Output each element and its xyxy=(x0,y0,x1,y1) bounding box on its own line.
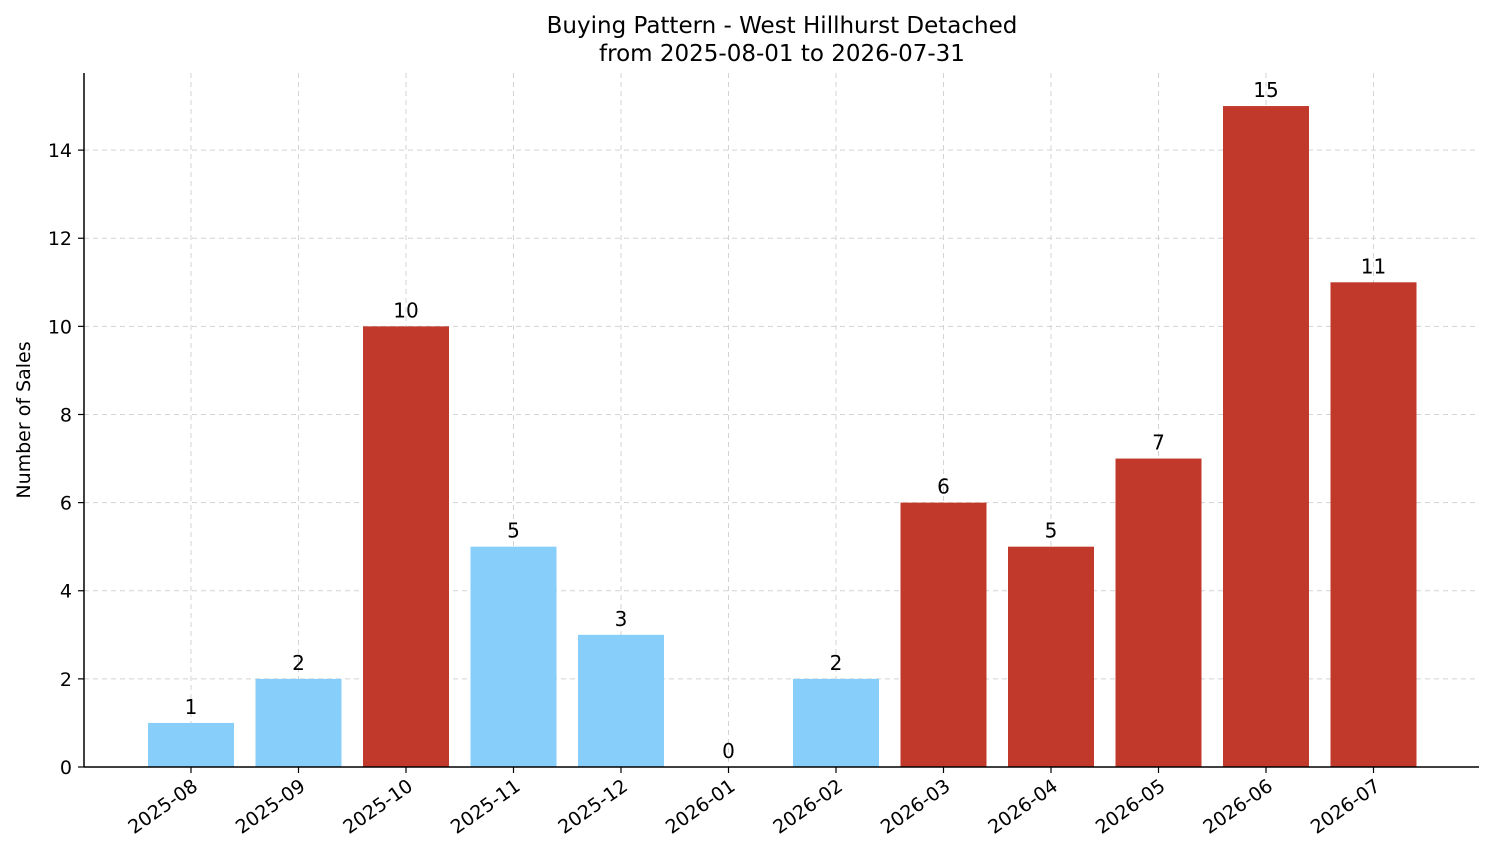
value-label-2026-04: 5 xyxy=(1045,519,1058,543)
y-tick-label-6: 6 xyxy=(60,493,72,515)
y-tick-label-12: 12 xyxy=(48,228,72,250)
x-tick-label-2025-09: 2025-09 xyxy=(232,775,310,839)
x-tick-label-2026-04: 2026-04 xyxy=(984,775,1062,839)
bar-2025-09 xyxy=(255,678,342,767)
x-tick-label-2026-06: 2026-06 xyxy=(1199,775,1277,839)
x-tick-label-2025-08: 2025-08 xyxy=(124,775,202,839)
bar-2026-02 xyxy=(793,678,879,767)
bar-2026-04 xyxy=(1008,546,1094,767)
x-tick-label-2026-07: 2026-07 xyxy=(1307,775,1385,839)
x-tick-label-2025-10: 2025-10 xyxy=(339,775,417,839)
value-label-2026-03: 6 xyxy=(937,475,950,499)
value-label-2026-01: 0 xyxy=(722,739,735,763)
x-ticks: 2025-08 2025-09 2025-10 2025-11 2025-12 2026-… xyxy=(124,767,1384,839)
value-labels: 1 2 10 5 3 0 2 6 5 7 15 11 xyxy=(185,78,1387,763)
value-label-2026-02: 2 xyxy=(830,651,843,675)
y-axis-title: Number of Sales xyxy=(13,341,35,498)
y-tick-label-10: 10 xyxy=(48,316,72,338)
bar-2025-08 xyxy=(148,722,234,767)
value-label-2026-06: 15 xyxy=(1253,78,1278,102)
bars xyxy=(148,106,1417,768)
bar-2026-05 xyxy=(1115,458,1202,767)
bar-2025-12 xyxy=(578,634,664,767)
y-tick-label-14: 14 xyxy=(48,140,72,162)
bar-2025-10 xyxy=(363,326,449,767)
value-label-2025-12: 3 xyxy=(615,607,628,631)
x-tick-label-2026-02: 2026-02 xyxy=(769,775,847,839)
x-tick-label-2025-12: 2025-12 xyxy=(554,775,632,839)
axes xyxy=(83,73,1479,768)
y-ticks: 0 2 4 6 8 10 12 14 xyxy=(48,140,84,779)
value-label-2025-10: 10 xyxy=(393,298,418,322)
chart-title-line1: Buying Pattern - West Hillhurst Detached xyxy=(547,13,1018,39)
y-tick-label-0: 0 xyxy=(60,757,72,779)
value-label-2025-11: 5 xyxy=(507,519,520,543)
value-label-2025-09: 2 xyxy=(292,651,305,675)
x-tick-label-2026-03: 2026-03 xyxy=(877,775,955,839)
y-tick-label-2: 2 xyxy=(60,669,72,691)
chart-title-line2: from 2025-08-01 to 2026-07-31 xyxy=(599,41,965,67)
value-label-2026-05: 7 xyxy=(1152,431,1165,455)
bar-2026-06 xyxy=(1223,106,1309,768)
bar-2025-11 xyxy=(470,546,557,767)
value-label-2025-08: 1 xyxy=(185,695,198,719)
x-tick-label-2025-11: 2025-11 xyxy=(447,775,525,839)
x-tick-label-2026-01: 2026-01 xyxy=(662,775,740,839)
y-tick-label-4: 4 xyxy=(60,581,72,603)
bar-2026-07 xyxy=(1330,282,1417,767)
value-label-2026-07: 11 xyxy=(1361,254,1386,278)
y-tick-label-8: 8 xyxy=(60,404,72,426)
bar-2026-03 xyxy=(900,502,987,767)
x-tick-label-2026-05: 2026-05 xyxy=(1092,775,1170,839)
